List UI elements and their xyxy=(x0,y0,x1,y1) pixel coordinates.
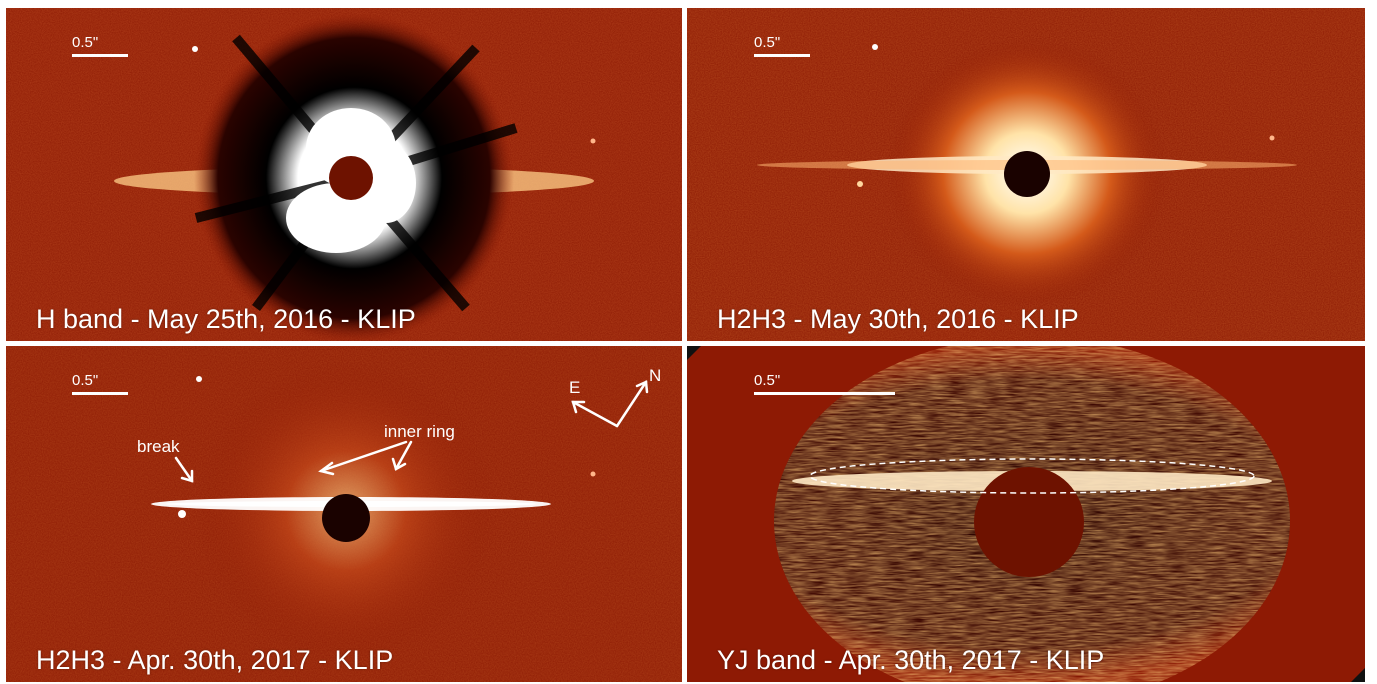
scale-bar-label: 0.5" xyxy=(72,34,99,51)
panel-image xyxy=(6,346,682,682)
compass-east-label: E xyxy=(569,378,581,397)
break-label: break xyxy=(137,437,180,456)
inner-ring-label: inner ring xyxy=(384,422,455,441)
scale-bar xyxy=(754,392,895,395)
panel-image xyxy=(687,8,1365,341)
scale-bar-label: 0.5" xyxy=(754,34,781,51)
panel-h-band-2016: 0.5" H band - May 25th, 2016 - KLIP xyxy=(6,8,682,341)
panel-yj-band-2017: 0.5" YJ band - Apr. 30th, 2017 - KLIP xyxy=(687,346,1365,682)
panel-image xyxy=(687,346,1365,682)
panel-image xyxy=(6,8,682,341)
panel-h2h3-2016: 0.5" H2H3 - May 30th, 2016 - KLIP xyxy=(687,8,1365,341)
scale-bar-label: 0.5" xyxy=(72,372,99,389)
panel-caption: H2H3 - Apr. 30th, 2017 - KLIP xyxy=(36,645,394,675)
compass-north-label: N xyxy=(649,366,662,385)
panel-caption: H band - May 25th, 2016 - KLIP xyxy=(36,304,416,334)
panel-h2h3-2017: 0.5" break inner ring E N xyxy=(6,346,682,682)
panel-caption: H2H3 - May 30th, 2016 - KLIP xyxy=(717,304,1079,334)
scale-bar xyxy=(72,392,128,395)
panel-caption: YJ band - Apr. 30th, 2017 - KLIP xyxy=(717,645,1105,675)
panel-grid: 0.5" H band - May 25th, 2016 - KLIP xyxy=(6,8,1365,682)
scale-bar xyxy=(754,54,810,57)
scale-bar xyxy=(72,54,128,57)
scale-bar-label: 0.5" xyxy=(754,372,781,389)
